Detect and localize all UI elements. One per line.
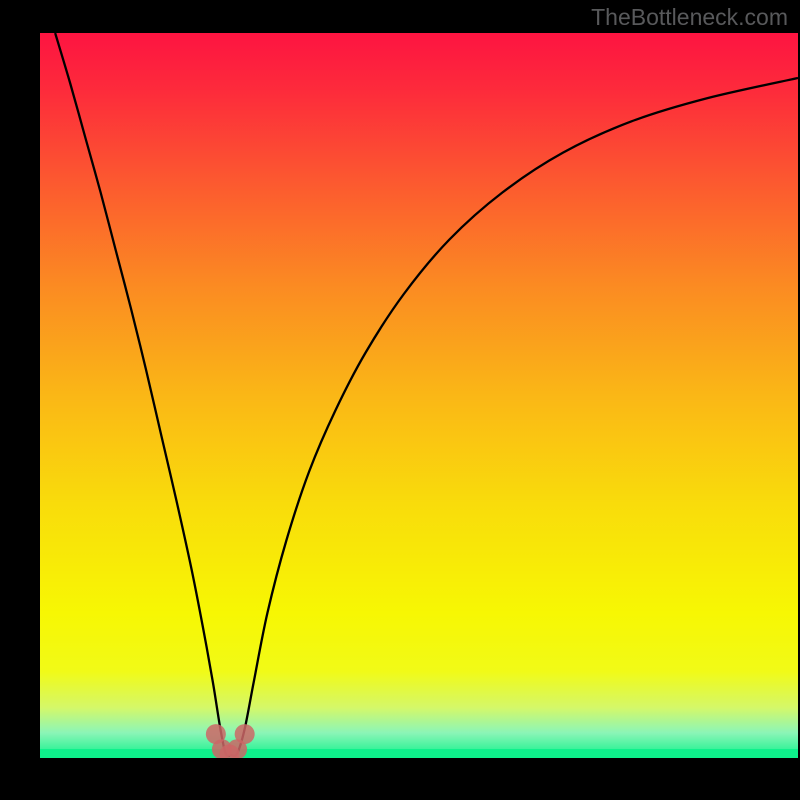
marker-group: [206, 724, 255, 758]
plot-area: [40, 33, 798, 758]
curve-layer: [40, 33, 798, 758]
chart-frame: TheBottleneck.com: [0, 0, 800, 800]
bottleneck-curve: [55, 33, 798, 756]
curve-marker: [235, 724, 255, 744]
watermark-text: TheBottleneck.com: [591, 4, 788, 31]
